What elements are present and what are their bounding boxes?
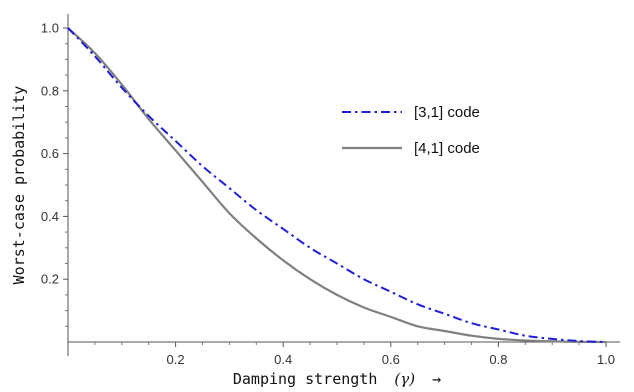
series-line-2	[67, 27, 607, 344]
x-tick-label: 0.4	[274, 352, 292, 367]
y-tick-label: 1.0	[41, 21, 59, 36]
y-tick-label: 0.8	[41, 83, 59, 98]
y-tick-label: 0.6	[41, 146, 59, 161]
legend: [3,1] code [4,1] code	[342, 104, 480, 157]
x-tick-label: 1.0	[597, 352, 615, 367]
legend-label-1: [3,1] code	[414, 104, 480, 121]
x-axis-ticks: 0.2 0.4 0.6 0.8 1.0	[94, 342, 615, 367]
series-layer	[67, 27, 607, 344]
x-tick-label: 0.2	[167, 352, 185, 367]
x-axis-title: Damping strength (γ) →	[233, 370, 441, 388]
legend-label-2: [4,1] code	[414, 140, 480, 157]
x-axis-arrow: →	[432, 370, 441, 388]
series-line-1	[67, 27, 607, 343]
x-tick-label: 0.6	[382, 352, 400, 367]
y-tick-label: 0.2	[41, 272, 59, 287]
x-tick-label: 0.8	[489, 352, 507, 367]
x-axis-symbol: (γ)	[394, 370, 415, 388]
x-axis-title-text: Damping strength	[233, 370, 378, 388]
y-axis-title: Worst-case probability	[10, 86, 28, 285]
y-tick-label: 0.4	[41, 209, 59, 224]
y-axis-ticks: 0.2 0.4 0.6 0.8 1.0	[41, 21, 68, 327]
